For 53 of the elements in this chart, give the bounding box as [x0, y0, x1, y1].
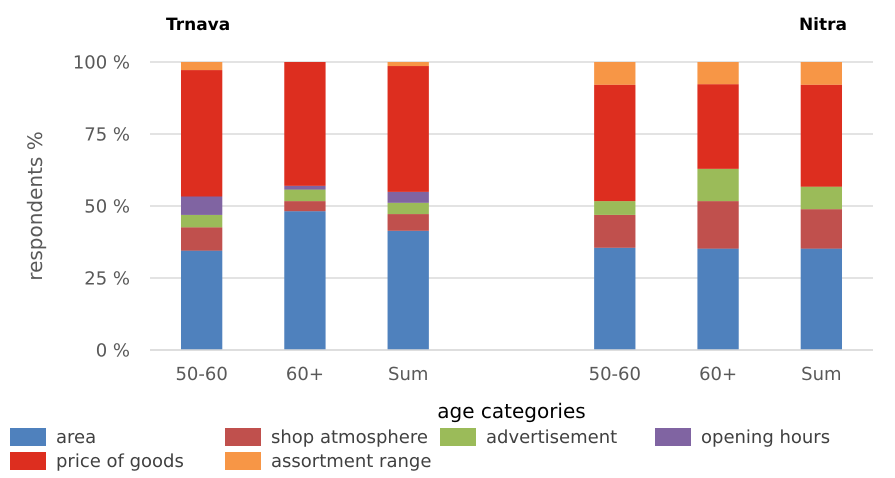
legend-label: price of goods — [56, 451, 184, 472]
y-tick-label: 100 % — [72, 52, 130, 74]
bar — [800, 186, 842, 210]
y-tick-label: 25 % — [84, 268, 130, 290]
bar — [697, 84, 739, 169]
bar — [800, 209, 842, 249]
bar — [180, 214, 222, 228]
y-axis-title: respondents % — [23, 131, 47, 281]
y-tick-label: 75 % — [84, 124, 130, 146]
bar — [180, 70, 222, 196]
bar — [697, 168, 739, 202]
bar — [388, 202, 429, 214]
bar — [180, 227, 222, 251]
bar — [284, 62, 326, 186]
bar — [180, 62, 222, 70]
bar — [284, 190, 326, 202]
bar — [388, 214, 429, 231]
x-tick-label: Sum — [801, 364, 842, 385]
bar — [800, 62, 842, 85]
bar — [284, 186, 326, 190]
y-tick-label: 0 % — [96, 340, 130, 362]
bar — [284, 201, 326, 212]
x-tick-label: 50-60 — [588, 364, 641, 385]
x-tick-label: 60+ — [286, 364, 324, 385]
bar — [388, 66, 429, 192]
bar — [697, 201, 739, 249]
bar — [594, 62, 636, 85]
legend-label: shop atmosphere — [271, 427, 428, 448]
bar — [180, 196, 222, 215]
legend-label: area — [56, 427, 96, 448]
bar — [594, 248, 636, 350]
x-axis-title: age categories — [437, 399, 586, 423]
x-tick-label: 50-60 — [175, 364, 228, 385]
x-tick-label: Sum — [388, 364, 428, 385]
bar — [594, 214, 636, 248]
bar — [697, 62, 739, 84]
x-tick-label: 60+ — [699, 364, 738, 385]
bar — [800, 84, 842, 187]
legend-label: assortment range — [271, 451, 432, 472]
bar — [697, 248, 739, 350]
bar — [388, 192, 429, 203]
text: Nitra — [798, 15, 848, 35]
bar — [388, 230, 429, 350]
bar — [594, 84, 636, 202]
bar — [284, 211, 326, 350]
bar — [800, 248, 842, 350]
y-tick-label: 50 % — [84, 196, 130, 218]
legend-label: opening hours — [701, 427, 830, 448]
bar — [180, 250, 222, 350]
text: Trnava — [166, 15, 230, 35]
bar — [594, 201, 636, 215]
bar — [388, 62, 429, 66]
legend-label: advertisement — [486, 427, 618, 448]
